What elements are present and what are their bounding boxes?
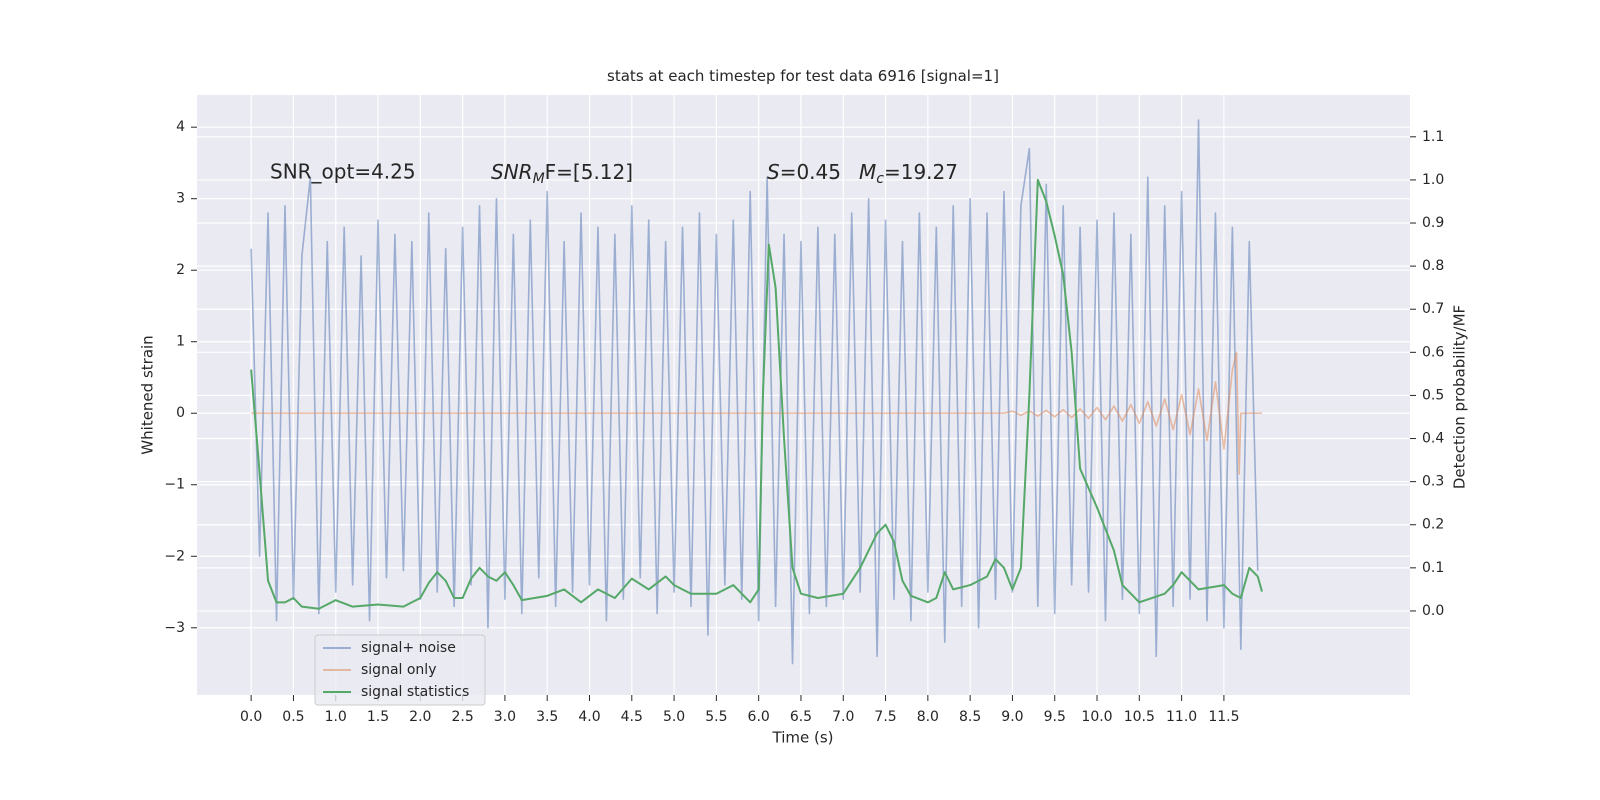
x-tick-label: 11.5 bbox=[1208, 709, 1239, 725]
y-tick-label: −2 bbox=[164, 548, 185, 564]
x-axis-label: Time (s) bbox=[772, 729, 834, 747]
x-tick-label: 5.0 bbox=[663, 709, 685, 725]
x-tick-label: 5.5 bbox=[705, 709, 727, 725]
x-tick-label: 3.0 bbox=[494, 709, 516, 725]
x-tick-label: 4.5 bbox=[621, 709, 643, 725]
annotation-part: F=[5.12] bbox=[545, 160, 633, 184]
axes: 0.0 0.5 1.0 1.5 2.0 2.5 3.0 3.5 4.0 4.5 5.0 5.5 6.0 6… bbox=[164, 119, 1444, 725]
annotation-part: =19.27 bbox=[884, 160, 958, 184]
x-tick-label: 6.5 bbox=[790, 709, 812, 725]
annotation-part: S bbox=[767, 160, 780, 184]
y2-tick-label: 1.0 bbox=[1422, 172, 1444, 188]
legend: signal+ noise signal only signal statistic… bbox=[314, 634, 486, 706]
legend-label: signal only bbox=[361, 662, 436, 678]
annotation: Mc=19.27 bbox=[859, 160, 958, 188]
x-tick-label: 6.0 bbox=[748, 709, 770, 725]
annotation-part: =0.45 bbox=[780, 160, 841, 184]
y-axis-label: Whitened strain bbox=[139, 335, 157, 454]
series-line bbox=[250, 178, 1263, 610]
y2-tick-label: 0.8 bbox=[1422, 258, 1444, 274]
plot-marks bbox=[250, 119, 1263, 665]
annotation-part: M bbox=[859, 160, 876, 184]
x-tick-label: 10.0 bbox=[1081, 709, 1112, 725]
annotation-part: SNR bbox=[491, 160, 533, 184]
legend-label: signal statistics bbox=[361, 684, 469, 700]
annotation: SNR_opt=4.25 bbox=[270, 160, 416, 184]
x-tick-label: 9.0 bbox=[1001, 709, 1023, 725]
x-tick-label: 10.5 bbox=[1124, 709, 1155, 725]
y-tick-label: 4 bbox=[176, 119, 185, 135]
x-tick-label: 11.0 bbox=[1166, 709, 1197, 725]
y2-axis-label: Detection probability/MF bbox=[1451, 305, 1469, 489]
chart-title: stats at each timestep for test data 691… bbox=[607, 67, 999, 85]
y2-tick-label: 0.1 bbox=[1422, 560, 1444, 576]
x-tick-label: 0.0 bbox=[240, 709, 262, 725]
x-tick-label: 7.0 bbox=[832, 709, 854, 725]
y2-tick-label: 0.5 bbox=[1422, 387, 1444, 403]
y-tick-label: −1 bbox=[164, 477, 185, 493]
y2-tick-label: 0.6 bbox=[1422, 344, 1444, 360]
y2-tick-label: 0.3 bbox=[1422, 474, 1444, 490]
y2-tick-label: 1.1 bbox=[1422, 129, 1444, 145]
annotation-sub: c bbox=[876, 171, 884, 187]
x-tick-label: 0.5 bbox=[282, 709, 304, 725]
x-tick-label: 2.5 bbox=[451, 709, 473, 725]
series-line bbox=[251, 351, 1262, 475]
x-tick-label: 3.5 bbox=[536, 709, 558, 725]
y-tick-label: 3 bbox=[176, 191, 185, 207]
y2-tick-label: 0.0 bbox=[1422, 603, 1444, 619]
y-tick-label: 1 bbox=[176, 334, 185, 350]
x-tick-label: 8.5 bbox=[959, 709, 981, 725]
legend-label: signal+ noise bbox=[361, 640, 456, 656]
x-tick-label: 1.5 bbox=[367, 709, 389, 725]
x-tick-label: 1.0 bbox=[325, 709, 347, 725]
y2-tick-label: 0.2 bbox=[1422, 517, 1444, 533]
y2-tick-label: 0.9 bbox=[1422, 215, 1444, 231]
x-tick-label: 2.0 bbox=[409, 709, 431, 725]
y-tick-label: 2 bbox=[176, 262, 185, 278]
y2-tick-label: 0.7 bbox=[1422, 301, 1444, 317]
annotation: SNRMF=[5.12] bbox=[491, 160, 633, 188]
y-tick-label: −3 bbox=[164, 620, 185, 636]
x-tick-label: 8.0 bbox=[917, 709, 939, 725]
x-tick-label: 9.5 bbox=[1044, 709, 1066, 725]
annotation: S=0.45 bbox=[767, 160, 841, 184]
x-tick-label: 4.0 bbox=[578, 709, 600, 725]
y-tick-label: 0 bbox=[176, 405, 185, 421]
x-tick-label: 7.5 bbox=[874, 709, 896, 725]
legend-box bbox=[314, 634, 486, 706]
series-line bbox=[250, 119, 1259, 665]
annotation-sub: M bbox=[533, 171, 545, 187]
y2-tick-label: 0.4 bbox=[1422, 431, 1444, 447]
